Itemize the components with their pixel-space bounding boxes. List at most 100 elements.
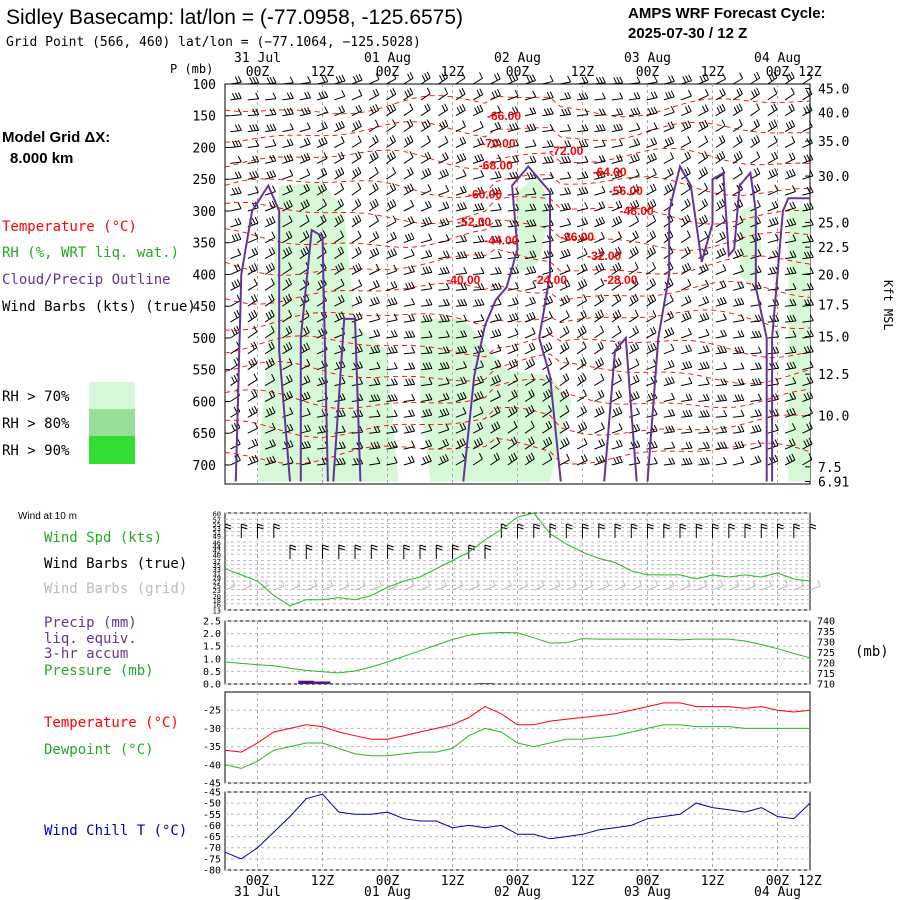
- wind-barb: [542, 91, 554, 101]
- wind-barb: [542, 404, 552, 418]
- wind-barb: [681, 457, 693, 466]
- wind-barb: [473, 282, 485, 291]
- wind-barb-true: [598, 523, 605, 538]
- wind-barb: [490, 170, 502, 180]
- wind-barb: [611, 325, 622, 339]
- axis-tick-label: 715: [817, 669, 835, 680]
- wind-barb: [629, 91, 641, 101]
- wind-barb: [334, 90, 346, 101]
- axis-tick-label: 53: [213, 525, 221, 533]
- wind-barb: [282, 107, 294, 117]
- wind-barb: [247, 108, 260, 117]
- axis-tick-label: 720: [817, 659, 835, 670]
- temperature-contour-label: -70.00: [481, 137, 515, 151]
- wind-barb: [334, 294, 345, 307]
- wind-barb: [282, 230, 293, 244]
- wind-barb: [351, 263, 362, 275]
- wind-barb: [247, 124, 260, 133]
- wind-barb: [698, 279, 709, 291]
- wind-barb: [230, 279, 241, 291]
- temperature-contour-label: -44.00: [484, 234, 518, 248]
- wind-barb: [386, 456, 398, 466]
- wind-barb: [438, 266, 450, 275]
- wind-barb: [351, 246, 362, 260]
- wind-barb: [351, 295, 363, 307]
- wind-barb: [299, 183, 310, 196]
- wind-barb: [524, 265, 537, 275]
- wind-barb: [524, 452, 535, 466]
- wind-barb: [473, 251, 485, 260]
- wind-barb: [680, 151, 691, 164]
- wind-barb: [680, 344, 693, 355]
- wind-barb: [784, 103, 795, 117]
- axis-tick-label: 18: [213, 597, 221, 605]
- wind-barb: [611, 139, 623, 148]
- wind-barb: [472, 104, 484, 117]
- wind-barb: [264, 341, 275, 355]
- wind-barb: [247, 405, 258, 418]
- wind-barb: [750, 393, 762, 402]
- wind-barb-grid: [371, 579, 382, 591]
- precip-axis: 0.0 0.5 1.01.5 2.02.5: [203, 617, 221, 691]
- wind-barb: [420, 200, 432, 212]
- wind-barb: [386, 329, 398, 339]
- wind-barb: [559, 171, 572, 180]
- wind-barb: [490, 344, 502, 355]
- wind-barb: [663, 392, 675, 402]
- wind-barb: [264, 422, 276, 434]
- wind-barb: [576, 421, 588, 434]
- axis-tick-label: 735: [817, 627, 835, 638]
- precip-bar: [298, 680, 315, 684]
- wind-barb: [594, 124, 606, 133]
- wind-barb: [559, 155, 572, 164]
- wind-barb: [455, 250, 468, 260]
- wind-barb: [230, 248, 242, 260]
- wind-barb-grid: [793, 579, 805, 591]
- axis-tick-label: 20: [213, 593, 221, 601]
- wind-barb: [316, 106, 329, 117]
- wind-barb: [264, 439, 276, 450]
- wind-barb: [559, 124, 572, 133]
- wind-barb-grid: [436, 579, 447, 591]
- pressure-tick-label: 650: [193, 427, 216, 442]
- temperature-contour-label: -48.00: [620, 204, 654, 218]
- wind-barb-true: [777, 523, 784, 538]
- wind-barb: [247, 357, 258, 371]
- wind-barb: [421, 346, 433, 355]
- wind-barb: [784, 136, 796, 148]
- wind-barb: [490, 405, 501, 418]
- wind-barb: [507, 89, 519, 101]
- wind-barb: [784, 168, 796, 180]
- wind-barb: [611, 277, 622, 291]
- wind-barb: [403, 393, 416, 402]
- axis-tick-label: -65: [203, 832, 221, 843]
- wind-barb: [472, 452, 483, 466]
- wind-barb-true: [695, 523, 703, 538]
- wind-barb: [472, 421, 484, 434]
- wind-barb-grid: [696, 579, 707, 591]
- wind-barb: [698, 328, 710, 339]
- wind-barb: [507, 405, 518, 418]
- wind-barb: [594, 422, 605, 434]
- wind-10m-title: Wind at 10 m: [18, 511, 77, 522]
- wind-barb: [715, 135, 726, 148]
- legend-wind-chill: Wind Chill T (°C): [44, 823, 187, 839]
- legend-wind-speed: Wind Spd (kts): [44, 530, 162, 546]
- wind-barb: [368, 198, 379, 212]
- wind-barb-true: [630, 523, 638, 538]
- wind-barb: [611, 154, 623, 164]
- wind-barb-true: [240, 523, 248, 538]
- wind-barb: [351, 73, 363, 85]
- wind-barb: [264, 357, 275, 371]
- wind-barb: [767, 233, 779, 244]
- wind-barb: [282, 309, 293, 323]
- wind-barb: [698, 214, 709, 228]
- wind-barb: [576, 454, 588, 466]
- wind-barb: [559, 75, 572, 85]
- precip-bar: [477, 683, 493, 684]
- wind-barb: [351, 135, 362, 148]
- wind-barb: [247, 325, 258, 339]
- wind-barb: [802, 391, 814, 402]
- wind-barb: [282, 341, 293, 355]
- wind-barb: [299, 76, 312, 85]
